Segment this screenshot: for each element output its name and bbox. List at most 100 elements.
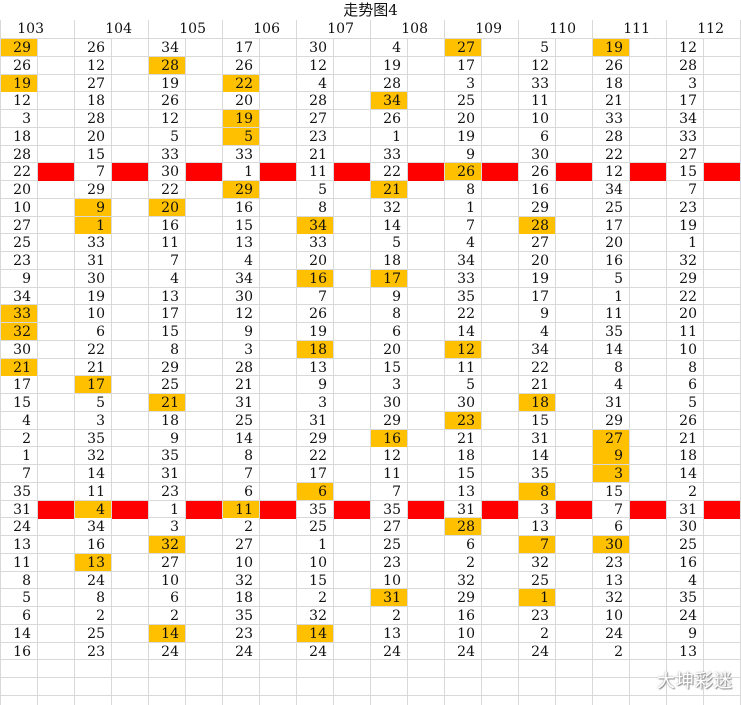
table-cell: 33 xyxy=(457,271,475,287)
table-cell: 9 xyxy=(244,324,253,340)
table-cell: 33 xyxy=(383,147,401,163)
table-cell: 13 xyxy=(309,360,327,376)
table-cell: 3 xyxy=(392,377,401,393)
table-cell: 35 xyxy=(679,590,697,606)
table-cell: 14 xyxy=(383,218,401,234)
table-cell: 24 xyxy=(531,644,549,660)
table-cell: 15 xyxy=(457,466,475,482)
table-cell: 4 xyxy=(614,377,623,393)
table-cell: 11 xyxy=(87,484,105,500)
table-cell: 7 xyxy=(614,502,623,518)
table-cell: 32 xyxy=(149,536,185,553)
table-cell: 17 xyxy=(605,218,623,234)
table-cell: 7 xyxy=(519,536,555,553)
table-cell: 32 xyxy=(1,323,37,340)
table-cell: 6 xyxy=(688,377,697,393)
table-cell: 13 xyxy=(383,626,401,642)
table-cell: 30 xyxy=(13,342,31,358)
table-cell: 30 xyxy=(383,395,401,411)
table-cell: 35 xyxy=(87,431,105,447)
table-cell: 7 xyxy=(96,164,105,180)
table-cell: 4 xyxy=(688,573,697,589)
table-cell: 33 xyxy=(1,305,37,322)
table-cell: 9 xyxy=(318,377,327,393)
table-cell: 33 xyxy=(235,147,253,163)
table-cell: 22 xyxy=(605,147,623,163)
table-cell: 25 xyxy=(531,573,549,589)
column-header: 103 xyxy=(17,21,44,37)
red-bar xyxy=(556,501,592,519)
column-header: 110 xyxy=(549,21,576,37)
table-cell: 10 xyxy=(605,608,623,624)
table-cell: 21 xyxy=(371,181,407,198)
table-cell: 23 xyxy=(161,484,179,500)
table-cell: 12 xyxy=(383,448,401,464)
table-cell: 31 xyxy=(309,413,327,429)
table-cell: 35 xyxy=(531,466,549,482)
table-cell: 32 xyxy=(309,608,327,624)
table-cell: 4 xyxy=(392,40,401,56)
table-cell: 14 xyxy=(605,342,623,358)
red-bar xyxy=(704,163,740,181)
table-cell: 32 xyxy=(87,448,105,464)
table-cell: 8 xyxy=(170,342,179,358)
table-cell: 33 xyxy=(309,235,327,251)
table-cell: 19 xyxy=(1,75,37,92)
table-cell: 30 xyxy=(457,395,475,411)
table-cell: 14 xyxy=(297,625,333,642)
table-cell: 20 xyxy=(605,235,623,251)
table-cell: 20 xyxy=(149,199,185,216)
table-cell: 15 xyxy=(13,395,31,411)
table-cell: 8 xyxy=(392,306,401,322)
red-bar xyxy=(38,163,74,181)
table-cell: 20 xyxy=(309,253,327,269)
red-bar xyxy=(112,501,148,519)
red-bar xyxy=(38,501,74,519)
table-cell: 18 xyxy=(13,129,31,145)
table-cell: 1 xyxy=(519,589,555,606)
table-cell: 27 xyxy=(531,235,549,251)
table-cell: 29 xyxy=(605,413,623,429)
table-cell: 19 xyxy=(309,324,327,340)
table-cell: 22 xyxy=(457,306,475,322)
table-cell: 16 xyxy=(87,537,105,553)
table-cell: 6 xyxy=(540,129,549,145)
table-cell: 32 xyxy=(235,573,253,589)
table-cell: 24 xyxy=(457,644,475,660)
table-cell: 28 xyxy=(149,57,185,74)
table-cell: 18 xyxy=(519,394,555,411)
table-cell: 5 xyxy=(96,395,105,411)
table-cell: 6 xyxy=(22,608,31,624)
table-cell: 17 xyxy=(371,270,407,287)
table-cell: 19 xyxy=(457,129,475,145)
table-cell: 1 xyxy=(318,537,327,553)
table-cell: 19 xyxy=(531,271,549,287)
table-cell: 2 xyxy=(318,590,327,606)
table-cell: 3 xyxy=(244,342,253,358)
table-cell: 23 xyxy=(309,129,327,145)
table-cell: 17 xyxy=(309,466,327,482)
table-cell: 30 xyxy=(161,164,179,180)
table-cell: 27 xyxy=(13,218,31,234)
table-cell: 24 xyxy=(161,644,179,660)
table-cell: 3 xyxy=(593,465,629,482)
red-bar xyxy=(186,163,222,181)
table-cell: 19 xyxy=(383,58,401,74)
table-cell: 24 xyxy=(13,519,31,535)
table-cell: 33 xyxy=(679,129,697,145)
table-cell: 33 xyxy=(87,235,105,251)
table-cell: 32 xyxy=(383,200,401,216)
table-cell: 5 xyxy=(223,128,259,145)
table-cell: 8 xyxy=(244,448,253,464)
table-cell: 28 xyxy=(309,93,327,109)
table-cell: 24 xyxy=(679,608,697,624)
red-bar xyxy=(556,163,592,181)
table-cell: 31 xyxy=(13,502,31,518)
table-cell: 9 xyxy=(392,289,401,305)
table-cell: 24 xyxy=(383,644,401,660)
red-bar xyxy=(186,501,222,519)
table-cell: 21 xyxy=(1,359,37,376)
table-cell: 3 xyxy=(22,111,31,127)
table-cell: 17 xyxy=(235,40,253,56)
table-cell: 34 xyxy=(531,342,549,358)
